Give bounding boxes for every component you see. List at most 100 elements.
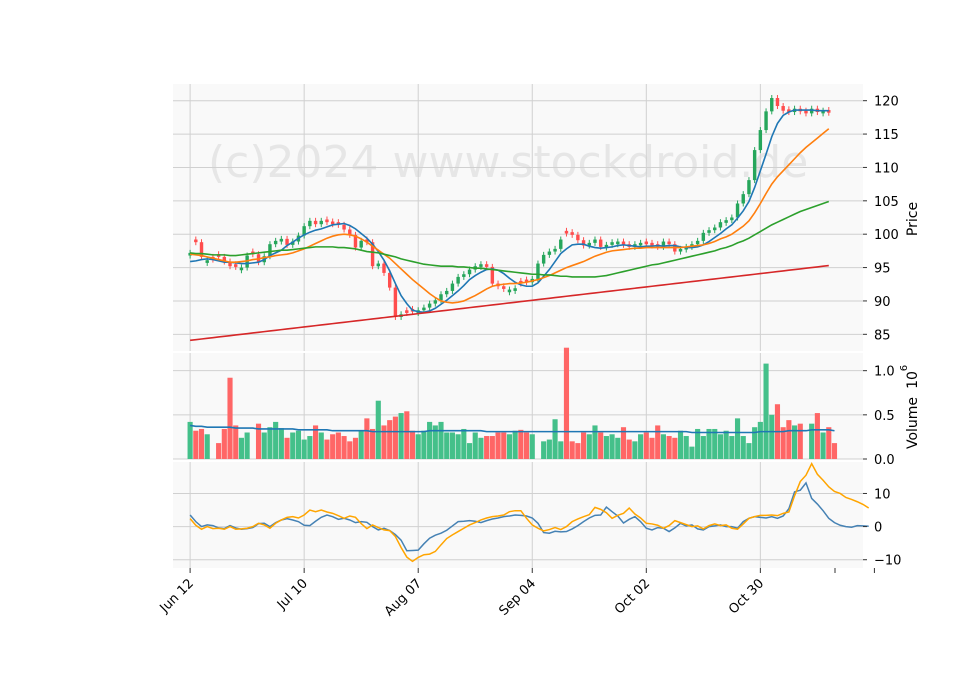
candle-body bbox=[479, 264, 483, 267]
candle-body bbox=[376, 263, 380, 267]
volume-bar bbox=[552, 419, 558, 459]
volume-bar bbox=[267, 427, 273, 459]
candle-body bbox=[302, 226, 306, 236]
volume-bar bbox=[335, 432, 341, 459]
volume-bar bbox=[415, 434, 421, 459]
volume-bar bbox=[809, 423, 815, 459]
volume-bar bbox=[484, 436, 490, 459]
volume-bar bbox=[717, 434, 724, 459]
volume-bar bbox=[763, 363, 769, 459]
volume-bar bbox=[757, 421, 763, 459]
candle-body bbox=[422, 307, 426, 311]
candle-body bbox=[713, 227, 717, 231]
volume-bar bbox=[546, 439, 552, 459]
candle-body bbox=[616, 241, 620, 245]
volume-bar bbox=[814, 413, 820, 459]
volume-bar bbox=[792, 425, 798, 459]
candle-body bbox=[348, 229, 352, 235]
volume-bar bbox=[643, 432, 649, 459]
volume-bar bbox=[655, 425, 661, 459]
candle-body bbox=[325, 219, 329, 223]
volume-bar bbox=[632, 441, 638, 459]
volume-bar bbox=[660, 434, 666, 459]
x-tick-label: Oct 02 bbox=[612, 576, 653, 617]
candle-body bbox=[445, 290, 449, 295]
volume-bar bbox=[438, 421, 444, 459]
volume-bar bbox=[558, 441, 564, 459]
volume-bar bbox=[472, 432, 478, 459]
volume-bar bbox=[489, 436, 495, 459]
price-panel-background bbox=[173, 84, 863, 351]
candle-body bbox=[205, 260, 209, 263]
candle-body bbox=[524, 279, 529, 283]
candle-body bbox=[758, 130, 763, 151]
candle-body bbox=[695, 240, 700, 245]
volume-bar bbox=[449, 432, 455, 459]
volume-bar bbox=[569, 441, 575, 459]
volume-bar bbox=[375, 400, 381, 459]
volume-bar bbox=[432, 425, 438, 459]
volume-bar bbox=[529, 434, 535, 459]
candle-body bbox=[678, 248, 683, 252]
volume-bar bbox=[620, 427, 627, 459]
volume-bar bbox=[318, 432, 324, 459]
volume-axis-exponent: 10 bbox=[905, 371, 921, 389]
candle-body bbox=[718, 222, 723, 228]
candle-body bbox=[730, 217, 734, 221]
candle-body bbox=[536, 263, 540, 279]
candle-body bbox=[638, 242, 643, 246]
volume-bar bbox=[683, 436, 689, 459]
candle-body bbox=[804, 110, 808, 114]
volume-bar bbox=[706, 428, 712, 459]
candle-body bbox=[393, 287, 398, 317]
volume-bar bbox=[820, 432, 826, 459]
volume-bar bbox=[831, 443, 838, 459]
candle-body bbox=[313, 220, 318, 225]
candle-body bbox=[621, 241, 626, 245]
volume-bar bbox=[672, 437, 678, 459]
volume-bar bbox=[752, 427, 758, 459]
volume-bar bbox=[666, 436, 672, 459]
candle-body bbox=[490, 266, 495, 284]
price-axis-label: Price bbox=[905, 202, 921, 236]
volume-bar bbox=[255, 423, 262, 459]
volume-bar bbox=[198, 428, 205, 459]
volume-y-tick-label: 1.0 bbox=[874, 365, 895, 380]
volume-bar bbox=[518, 429, 524, 459]
volume-bar bbox=[723, 430, 729, 459]
candle-body bbox=[308, 220, 312, 227]
candle-body bbox=[781, 106, 785, 111]
volume-bar bbox=[786, 420, 792, 459]
candle-body bbox=[330, 221, 335, 225]
volume-bar bbox=[609, 434, 615, 459]
price-ma-line bbox=[190, 264, 829, 342]
volume-bar bbox=[592, 425, 598, 459]
volume-bar bbox=[273, 421, 279, 459]
volume-bar bbox=[455, 434, 461, 459]
volume-bar bbox=[261, 432, 267, 459]
volume-ma-line bbox=[189, 424, 835, 434]
candle-body bbox=[735, 203, 740, 218]
candle-body bbox=[764, 111, 768, 131]
price-y-tick-label: 95 bbox=[874, 262, 891, 277]
candle-body bbox=[268, 244, 272, 257]
volume-bar bbox=[638, 434, 644, 459]
candle-body bbox=[228, 261, 232, 267]
candle-body bbox=[359, 240, 363, 248]
candle-body bbox=[502, 286, 506, 289]
volume-bar bbox=[324, 439, 330, 459]
volume-bar bbox=[523, 432, 530, 459]
candle-body bbox=[484, 264, 489, 267]
indicator-y-tick-label: −10 bbox=[874, 554, 901, 569]
candle-body bbox=[405, 310, 409, 313]
price-y-tick-label: 120 bbox=[874, 95, 899, 110]
x-tick-label: Sep 04 bbox=[497, 576, 540, 619]
volume-y-tick-label: 0.5 bbox=[874, 409, 895, 424]
candle-body bbox=[775, 98, 780, 107]
volume-bar bbox=[216, 443, 222, 459]
volume-axis-label: Volume bbox=[905, 397, 921, 449]
candle-body bbox=[747, 180, 751, 195]
candle-body bbox=[199, 242, 204, 257]
